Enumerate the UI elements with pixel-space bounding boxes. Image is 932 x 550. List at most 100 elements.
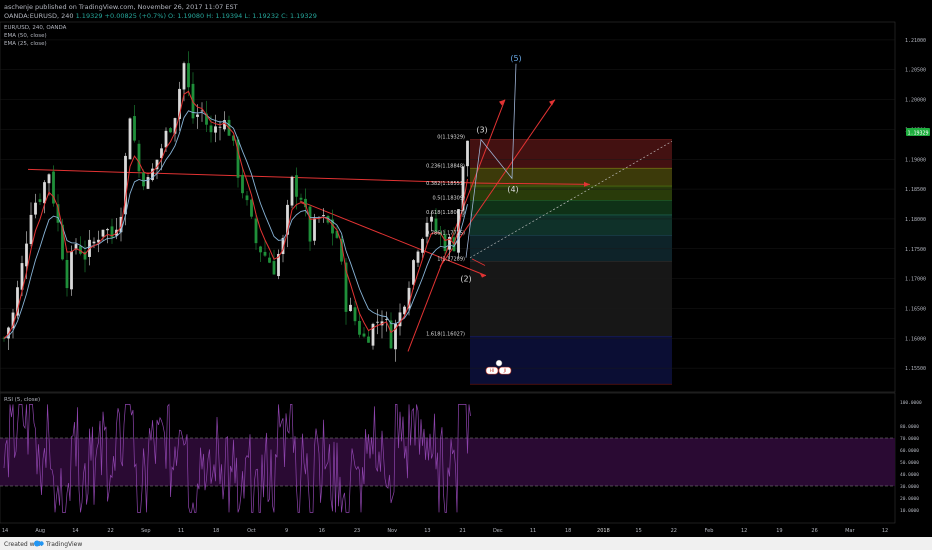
candle-body xyxy=(448,236,451,250)
candle-body xyxy=(362,333,366,337)
fibonacci-retracement[interactable] xyxy=(470,139,672,385)
trend-line[interactable] xyxy=(469,141,673,258)
rsi-axis: 100.0000 80.0000 70.0000 60.0000 50.0000 40.0… xyxy=(900,400,922,514)
candle-body xyxy=(142,172,145,187)
candle-body xyxy=(61,224,64,260)
event-badge[interactable] xyxy=(485,366,499,375)
candle-body xyxy=(335,230,339,238)
candle-body xyxy=(353,307,357,322)
candle-body xyxy=(331,219,334,234)
candle-body xyxy=(232,135,235,141)
wave-label[interactable]: (3) xyxy=(476,125,487,134)
arrow-head-icon xyxy=(480,273,486,278)
rsi-tick-label: 80.0000 xyxy=(900,424,919,430)
candle-body xyxy=(398,312,402,327)
candle-body xyxy=(47,174,51,184)
fib-level-labels: 0(1.19329) 0.236(1.18848) 0.382(1.18551) 0.… xyxy=(426,135,465,338)
time-tick-label: 23 xyxy=(354,528,360,534)
candle-body xyxy=(461,166,465,211)
time-tick-label: 13 xyxy=(424,528,430,534)
fib-level-label: 0.236(1.18848) xyxy=(426,163,465,169)
trend-line[interactable] xyxy=(407,99,506,352)
footer-brand[interactable]: TradingView xyxy=(45,541,82,548)
candle-body xyxy=(187,63,190,88)
footer-created-with: Created with xyxy=(4,541,43,548)
candle-body xyxy=(407,287,411,309)
wave-label[interactable]: (5) xyxy=(510,54,521,63)
candle-body xyxy=(155,159,159,170)
fib-zone xyxy=(470,235,672,262)
price-tick-label: 1.19000 xyxy=(905,157,926,163)
time-tick-label: Mar xyxy=(845,528,855,534)
price-tick-label: 1.20500 xyxy=(905,68,926,74)
time-tick-label: 16 xyxy=(319,528,325,534)
candle-body xyxy=(11,312,15,329)
event-marker-icon[interactable] xyxy=(495,359,503,367)
trend-lines[interactable] xyxy=(27,63,673,352)
candle-body xyxy=(151,168,154,181)
event-badge-label: JI xyxy=(503,368,507,374)
trend-line[interactable] xyxy=(471,258,486,266)
publish-line: aschenje published on TradingView.com, N… xyxy=(4,3,238,11)
candle-body xyxy=(250,199,253,217)
candle-body xyxy=(268,257,271,263)
legend: EUR/USD, 240, OANDA EMA (50, close) EMA … xyxy=(4,25,67,47)
rsi-tick-label: 20.0000 xyxy=(900,496,919,502)
candle-body xyxy=(214,126,217,133)
price-tick-label: 1.21000 xyxy=(905,38,926,44)
candle-body xyxy=(466,140,469,167)
time-tick-label: Nov xyxy=(387,528,397,534)
time-tick-label: 26 xyxy=(811,528,817,534)
candle-body xyxy=(79,245,82,254)
candle-body xyxy=(92,241,96,244)
elliott-wave-labels[interactable]: (2) (3) (4) (5) HI JI xyxy=(460,54,522,375)
candle-body xyxy=(200,110,204,112)
candle-body xyxy=(389,320,393,349)
last-price-tag: 1.19329 xyxy=(907,131,928,137)
trend-line[interactable] xyxy=(299,200,487,277)
time-tick-label: 12 xyxy=(741,528,747,534)
candle-body xyxy=(29,214,33,245)
candle-body xyxy=(259,246,262,253)
candle-body xyxy=(133,116,136,141)
time-tick-label: 18 xyxy=(213,528,219,534)
trend-line[interactable] xyxy=(479,182,591,185)
candle-body xyxy=(65,259,69,289)
time-tick-label: Sep xyxy=(141,528,150,534)
fib-zone xyxy=(470,168,672,187)
wave-label[interactable]: (4) xyxy=(507,185,518,194)
candle-body xyxy=(218,126,222,128)
candle-body xyxy=(313,218,316,241)
trend-line[interactable] xyxy=(27,168,481,184)
candle-body xyxy=(385,319,388,320)
candle-body xyxy=(263,251,267,256)
fib-level-label: 1.618(1.16027) xyxy=(426,332,465,338)
candle-body xyxy=(52,171,55,204)
candle-body xyxy=(245,195,249,201)
wave-label[interactable]: (2) xyxy=(460,275,471,284)
time-tick-label: 15 xyxy=(635,528,641,534)
candle-body xyxy=(97,239,100,243)
event-badge[interactable] xyxy=(498,366,512,375)
candle-body xyxy=(74,244,78,249)
time-tick-label: 19 xyxy=(776,528,782,534)
rsi-tick-label: 50.0000 xyxy=(900,460,919,466)
candle-body xyxy=(43,182,46,204)
time-axis[interactable]: 14 Aug 14 22 Sep 11 18 Oct 9 16 23 Nov 13 21 Dec 11 18 20… xyxy=(2,528,888,534)
candle-body xyxy=(358,321,361,335)
ema25-line xyxy=(3,90,468,339)
price-tick-label: 1.20000 xyxy=(905,98,926,104)
rsi-tick-label: 30.0000 xyxy=(900,484,919,490)
footer: Created with TradingView xyxy=(0,537,932,550)
candle-body xyxy=(146,177,150,189)
price-tick-label: 1.16500 xyxy=(905,306,926,312)
candle-body xyxy=(299,197,303,200)
candle-body xyxy=(101,229,105,237)
wave-path xyxy=(465,63,517,258)
candle-body xyxy=(196,114,199,117)
candle-body xyxy=(83,251,87,260)
price-tick-label: 1.16000 xyxy=(905,336,926,342)
tradingview-logo-icon xyxy=(34,540,44,547)
candle-body xyxy=(376,321,379,323)
candle-body xyxy=(430,216,433,222)
